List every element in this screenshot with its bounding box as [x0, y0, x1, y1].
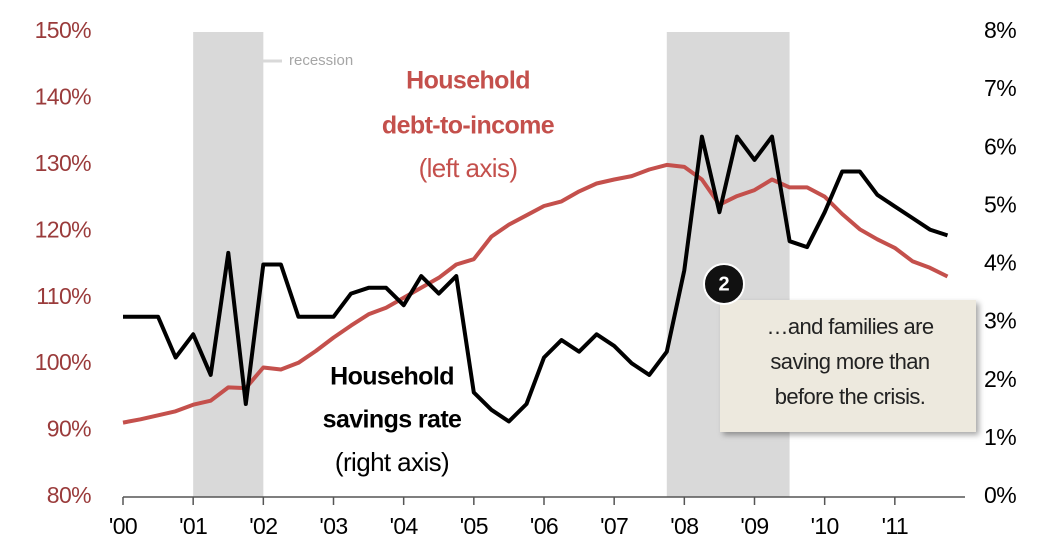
- x-tick-label: '09: [740, 513, 768, 539]
- debt-annotation: debt-to-income: [382, 112, 555, 140]
- callout-text: saving more than: [770, 349, 929, 374]
- y-tick-label: 130%: [35, 150, 92, 176]
- x-tick-label: '03: [319, 513, 347, 539]
- y2-tick-label: 4%: [984, 250, 1016, 276]
- y-tick-label: 140%: [35, 84, 92, 110]
- y2-tick-label: 5%: [984, 191, 1016, 217]
- x-tick-label: '08: [670, 513, 698, 539]
- y-tick-label: 100%: [35, 349, 92, 375]
- x-tick-label: '02: [249, 513, 277, 539]
- badge: [703, 263, 745, 305]
- y-tick-label: 90%: [47, 416, 91, 442]
- series-line: [122, 162, 949, 425]
- recession-legend-label: recession: [289, 52, 353, 69]
- y2-tick-label: 8%: [984, 17, 1016, 43]
- y-tick-label: 80%: [47, 482, 91, 508]
- x-tick-label: '05: [460, 513, 488, 539]
- y-tick-label: 120%: [35, 216, 92, 242]
- debt-annotation: (left axis): [419, 153, 518, 183]
- x-tick-label: '01: [179, 513, 207, 539]
- y-tick-label: 110%: [36, 283, 91, 309]
- x-tick-label: '04: [390, 513, 419, 539]
- y2-tick-label: 2%: [984, 366, 1016, 392]
- callout-box: [720, 300, 976, 432]
- badge-label: 2: [718, 273, 729, 295]
- debt-annotation: Household: [406, 67, 530, 95]
- x-tick-label: '06: [530, 513, 558, 539]
- y2-tick-label: 6%: [984, 133, 1016, 159]
- y-tick-label: 150%: [35, 17, 92, 43]
- y2-tick-label: 0%: [984, 482, 1016, 508]
- x-tick-label: '00: [109, 513, 137, 539]
- savings-annotation: (right axis): [335, 447, 449, 477]
- x-tick-label: '11: [882, 513, 908, 539]
- y2-tick-label: 3%: [984, 308, 1016, 334]
- series-line: [123, 134, 949, 424]
- callout-text: …and families are: [766, 314, 933, 339]
- x-tick-label: '07: [600, 513, 628, 539]
- callout-text: before the crisis.: [775, 384, 926, 409]
- savings-annotation: savings rate: [323, 406, 462, 434]
- y2-tick-label: 1%: [984, 424, 1016, 450]
- savings-annotation: Household: [330, 363, 454, 391]
- x-tick-label: '10: [811, 513, 839, 539]
- y2-tick-label: 7%: [984, 75, 1016, 101]
